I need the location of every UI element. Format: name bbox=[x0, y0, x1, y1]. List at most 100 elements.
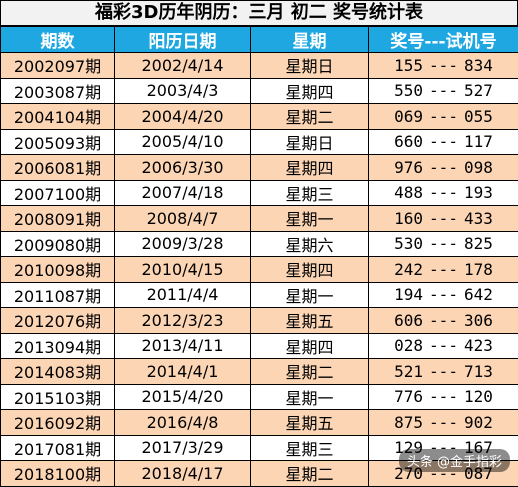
draw-number: 875 bbox=[394, 413, 423, 432]
header-weekday: 星期 bbox=[251, 27, 369, 53]
separator: --- bbox=[423, 387, 464, 406]
draw-number: 194 bbox=[394, 285, 423, 304]
weekday-cell: 星期六 bbox=[251, 231, 369, 257]
period-cell: 2008091期 bbox=[1, 206, 115, 232]
table-title: 福彩3D历年阴历：三月 初二 奖号统计表 bbox=[0, 0, 518, 26]
period-cell: 2005093期 bbox=[1, 129, 115, 155]
weekday-cell: 星期二 bbox=[251, 461, 369, 487]
numbers-cell: 976---098 bbox=[369, 155, 518, 181]
header-row: 期数 阳历日期 星期 奖号---试机号 bbox=[1, 27, 518, 53]
test-number: 834 bbox=[464, 56, 493, 75]
separator: --- bbox=[423, 260, 464, 279]
period-cell: 2018100期 bbox=[1, 461, 115, 487]
test-number: 423 bbox=[464, 336, 493, 355]
weekday-cell: 星期四 bbox=[251, 78, 369, 104]
date-cell: 2008/4/7 bbox=[115, 206, 251, 232]
test-number: 117 bbox=[464, 132, 493, 151]
date-cell: 2014/4/1 bbox=[115, 359, 251, 385]
header-period: 期数 bbox=[1, 27, 115, 53]
weekday-cell: 星期一 bbox=[251, 282, 369, 308]
numbers-cell: 660---117 bbox=[369, 129, 518, 155]
numbers-cell: 521---713 bbox=[369, 359, 518, 385]
numbers-cell: 550---527 bbox=[369, 78, 518, 104]
test-number: 055 bbox=[464, 107, 493, 126]
date-cell: 2003/4/3 bbox=[115, 78, 251, 104]
numbers-cell: 242---178 bbox=[369, 257, 518, 283]
date-cell: 2010/4/15 bbox=[115, 257, 251, 283]
date-cell: 2004/4/20 bbox=[115, 104, 251, 130]
header-date: 阳历日期 bbox=[115, 27, 251, 53]
draw-number: 028 bbox=[394, 336, 423, 355]
weekday-cell: 星期四 bbox=[251, 257, 369, 283]
period-cell: 2012076期 bbox=[1, 308, 115, 334]
numbers-cell: 160---433 bbox=[369, 206, 518, 232]
draw-number: 069 bbox=[394, 107, 423, 126]
weekday-cell: 星期一 bbox=[251, 206, 369, 232]
separator: --- bbox=[423, 234, 464, 253]
separator: --- bbox=[423, 183, 464, 202]
test-number: 178 bbox=[464, 260, 493, 279]
period-cell: 2016092期 bbox=[1, 410, 115, 436]
date-cell: 2016/4/8 bbox=[115, 410, 251, 436]
period-cell: 2011087期 bbox=[1, 282, 115, 308]
separator: --- bbox=[423, 56, 464, 75]
watermark: 头条 @金手指彩 bbox=[399, 449, 510, 472]
draw-number: 776 bbox=[394, 387, 423, 406]
weekday-cell: 星期日 bbox=[251, 53, 369, 79]
weekday-cell: 星期五 bbox=[251, 308, 369, 334]
weekday-cell: 星期一 bbox=[251, 384, 369, 410]
test-number: 902 bbox=[464, 413, 493, 432]
test-number: 433 bbox=[464, 209, 493, 228]
draw-number: 660 bbox=[394, 132, 423, 151]
test-number: 713 bbox=[464, 362, 493, 381]
draw-number: 976 bbox=[394, 158, 423, 177]
test-number: 193 bbox=[464, 183, 493, 202]
draw-number: 530 bbox=[394, 234, 423, 253]
test-number: 825 bbox=[464, 234, 493, 253]
separator: --- bbox=[423, 362, 464, 381]
numbers-cell: 776---120 bbox=[369, 384, 518, 410]
date-cell: 2002/4/14 bbox=[115, 53, 251, 79]
weekday-cell: 星期四 bbox=[251, 333, 369, 359]
numbers-cell: 069---055 bbox=[369, 104, 518, 130]
date-cell: 2009/3/28 bbox=[115, 231, 251, 257]
separator: --- bbox=[423, 107, 464, 126]
date-cell: 2017/3/29 bbox=[115, 435, 251, 461]
period-cell: 2013094期 bbox=[1, 333, 115, 359]
test-number: 642 bbox=[464, 285, 493, 304]
test-number: 120 bbox=[464, 387, 493, 406]
separator: --- bbox=[423, 209, 464, 228]
separator: --- bbox=[423, 132, 464, 151]
period-cell: 2007100期 bbox=[1, 180, 115, 206]
period-cell: 2002097期 bbox=[1, 53, 115, 79]
draw-number: 242 bbox=[394, 260, 423, 279]
date-cell: 2013/4/11 bbox=[115, 333, 251, 359]
separator: --- bbox=[423, 285, 464, 304]
numbers-cell: 875---902 bbox=[369, 410, 518, 436]
numbers-cell: 488---193 bbox=[369, 180, 518, 206]
date-cell: 2012/3/23 bbox=[115, 308, 251, 334]
separator: --- bbox=[423, 81, 464, 100]
period-cell: 2010098期 bbox=[1, 257, 115, 283]
test-number: 527 bbox=[464, 81, 493, 100]
separator: --- bbox=[423, 158, 464, 177]
numbers-cell: 155---834 bbox=[369, 53, 518, 79]
numbers-cell: 028---423 bbox=[369, 333, 518, 359]
test-number: 098 bbox=[464, 158, 493, 177]
period-cell: 2014083期 bbox=[1, 359, 115, 385]
date-cell: 2006/3/30 bbox=[115, 155, 251, 181]
period-cell: 2003087期 bbox=[1, 78, 115, 104]
weekday-cell: 星期日 bbox=[251, 129, 369, 155]
